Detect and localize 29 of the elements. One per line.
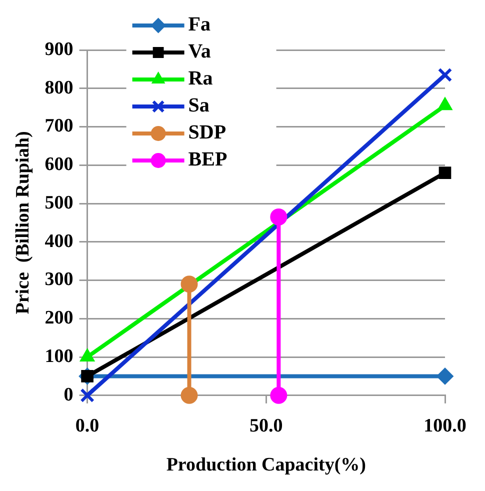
y-tick-label: 700 [44,116,74,137]
y-tick-label: 600 [44,154,74,176]
y-axis-title: Price (Billion Rupiah) [12,131,34,314]
point [438,166,452,179]
point [80,388,94,403]
x-axis-title: Production Capacity(%) [166,454,366,476]
y-tick-label: 100 [44,346,74,367]
point [180,386,198,404]
point [180,276,198,293]
y-tick-label: 200 [44,308,74,329]
x-tick-label: 0.0 [75,416,100,437]
point [438,68,452,82]
x-tick-label: 100.0 [424,416,466,437]
legend-label: Ra [188,68,213,90]
point [270,208,288,226]
y-tick-label: 900 [44,38,74,60]
legend-label: SDP [188,122,226,144]
y-tick-label: 500 [44,192,74,214]
y-tick-label: 400 [44,230,74,252]
legend-label: Fa [188,14,211,36]
y-tick-label: 800 [44,77,74,98]
legend-label: Va [188,40,211,63]
legend-label: BEP [188,148,228,171]
point [270,386,288,404]
x-tick-label: 50.0 [250,416,283,437]
y-tick-label: 300 [44,269,74,290]
y-tick-label: 0 [64,384,74,406]
point [436,368,454,385]
legend-label: Sa [188,94,210,117]
